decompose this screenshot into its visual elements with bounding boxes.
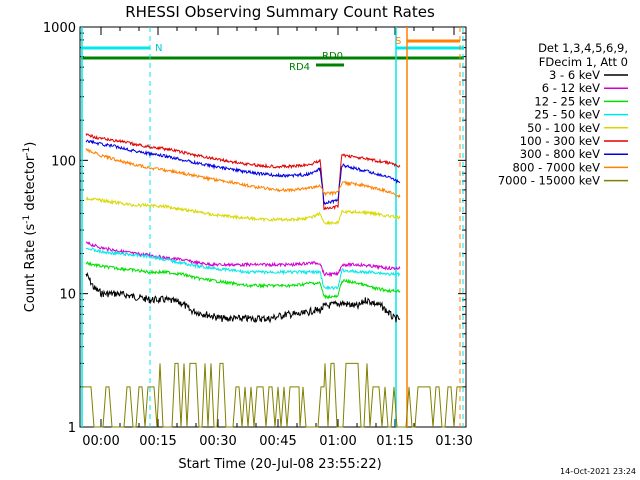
legend-label: 6 - 12 keV: [542, 81, 600, 95]
legend-label: 25 - 50 keV: [534, 108, 600, 122]
x-axis-label: Start Time (20-Jul-08 23:55:22): [178, 457, 381, 472]
x-tick-label: 01:15: [376, 434, 413, 449]
legend: Det 1,3,4,5,6,9, FDecim 1, Att 0 3 - 6 k…: [498, 41, 628, 188]
legend-title-line1: Det 1,3,4,5,6,9,: [538, 41, 628, 55]
y-axis-label: Count Rate (s-1 detector-1): [22, 142, 38, 313]
x-tick-label: 00:45: [259, 434, 296, 449]
legend-label: 800 - 7000 keV: [512, 160, 600, 174]
legend-label: 7000 - 15000 keV: [498, 174, 600, 188]
legend-title-line2: FDecim 1, Att 0: [539, 55, 628, 69]
series-line: [85, 271, 401, 324]
legend-label: 3 - 6 keV: [549, 68, 600, 82]
y-tick-label: 100: [51, 154, 76, 169]
rd4-label: RD4: [289, 62, 310, 73]
x-axis-ticks: 00:00 00:15 00:30 00:45 01:00 01:15 01:30: [81, 27, 473, 449]
y-axis-label-part1: Count Rate (s: [23, 224, 38, 313]
saa-label: S: [395, 36, 401, 47]
x-tick-label: 00:15: [139, 434, 176, 449]
plot-frame: [79, 26, 467, 428]
legend-label: 12 - 25 keV: [534, 94, 600, 108]
night-label: N: [155, 43, 162, 54]
decim-pulse-line: [82, 362, 463, 428]
y-axis-label-part3: ): [23, 142, 38, 147]
series-line: [85, 133, 401, 211]
series-line: [85, 148, 401, 199]
y-axis-label-sup2: -1: [22, 147, 32, 156]
x-tick-label: 01:00: [319, 434, 356, 449]
x-tick-label: 00:00: [82, 434, 119, 449]
x-tick-label: 01:30: [435, 434, 472, 449]
y-tick-label: 1000: [43, 21, 76, 36]
x-tick-label: 00:30: [199, 434, 236, 449]
series-line: [85, 261, 401, 300]
y-axis-label-sup1: -1: [22, 215, 32, 224]
series-lines: [85, 133, 401, 324]
chart-title: RHESSI Observing Summary Count Rates: [125, 3, 435, 21]
series-line: [85, 247, 401, 290]
rd0-label: RD0: [322, 51, 343, 62]
y-axis-label-part2: detector: [23, 155, 38, 215]
series-line: [85, 196, 401, 226]
series-line: [85, 241, 401, 278]
legend-label: 100 - 300 keV: [520, 134, 600, 148]
series-line: [85, 139, 401, 205]
y-axis-ticks: 1 10 100 1000: [43, 21, 466, 436]
legend-label: 300 - 800 keV: [520, 147, 600, 161]
attenuator-markers: [81, 27, 464, 427]
generated-timestamp: 14-Oct-2021 23:24: [560, 467, 636, 476]
y-tick-label: 1: [68, 421, 76, 436]
legend-label: 50 - 100 keV: [527, 121, 600, 135]
y-tick-label: 10: [59, 288, 76, 303]
decimation-pulses: [82, 362, 463, 428]
